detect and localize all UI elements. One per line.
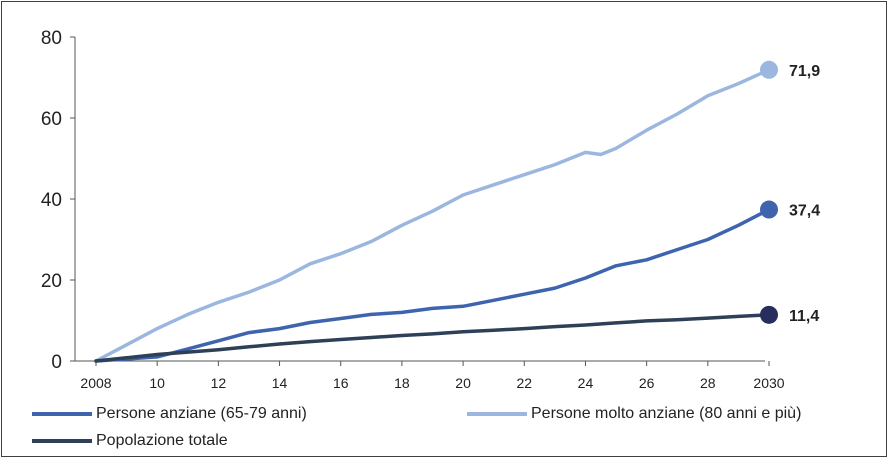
x-tick-label: 24 xyxy=(578,375,594,391)
y-tick-label: 60 xyxy=(41,109,62,130)
legend-swatch xyxy=(32,439,92,443)
end-marker-0 xyxy=(760,200,778,219)
legend-item-popolazione-totale: Popolazione totale xyxy=(32,432,228,450)
legend-label: Persone molto anziane (80 anni e più) xyxy=(531,405,802,422)
x-tick-label: 20 xyxy=(455,375,471,391)
end-value-label-0: 37,4 xyxy=(789,203,820,220)
y-tick-label: 40 xyxy=(41,190,62,211)
end-markers xyxy=(760,60,778,324)
legend-item-persone-anziane: Persone anziane (65-79 anni) xyxy=(32,405,307,423)
legend-label: Persone anziane (65-79 anni) xyxy=(96,405,307,422)
x-tick-label: 10 xyxy=(149,375,165,391)
y-tick-label: 80 xyxy=(41,28,62,49)
series-line-1 xyxy=(94,68,771,363)
y-tick-label: 20 xyxy=(41,271,62,292)
x-tick-label: 16 xyxy=(333,375,349,391)
tick-labels: 0 20 40 60 80 2008 10 12 14 16 18 20 22 24 26 28 2030 xyxy=(41,28,785,391)
legend-label: Popolazione totale xyxy=(96,432,228,449)
series-lines xyxy=(94,68,771,363)
end-labels: 37,4 71,9 11,4 xyxy=(789,63,820,325)
x-tick-label: 18 xyxy=(394,375,410,391)
series-line-0 xyxy=(94,207,771,363)
x-tick-label: 22 xyxy=(516,375,532,391)
legend-item-persone-molto-anziane: Persone molto anziane (80 anni e più) xyxy=(467,405,801,423)
end-marker-1 xyxy=(760,60,778,79)
legend-swatch xyxy=(32,412,92,416)
x-tick-label: 14 xyxy=(272,375,288,391)
series-line-2 xyxy=(94,313,771,363)
legend-swatch xyxy=(467,412,527,416)
x-tick-label: 28 xyxy=(700,375,716,391)
x-tick-label: 26 xyxy=(639,375,655,391)
x-tick-label: 12 xyxy=(211,375,227,391)
y-tick-label: 0 xyxy=(51,352,62,373)
x-tick-label: 2008 xyxy=(80,375,111,391)
end-marker-2 xyxy=(760,305,778,324)
end-value-label-1: 71,9 xyxy=(789,63,820,80)
x-tick-label: 2030 xyxy=(753,375,784,391)
end-value-label-2: 11,4 xyxy=(789,308,819,325)
axes xyxy=(70,36,770,366)
